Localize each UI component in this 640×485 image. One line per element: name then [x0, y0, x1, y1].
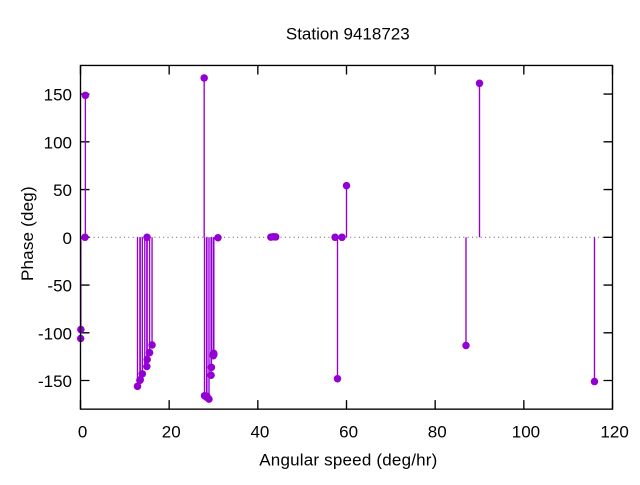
svg-text:Phase (deg): Phase (deg) [18, 186, 37, 281]
svg-text:80: 80 [428, 423, 447, 442]
svg-text:0: 0 [78, 423, 87, 442]
svg-text:120: 120 [600, 423, 628, 442]
svg-text:150: 150 [44, 86, 72, 105]
svg-text:-150: -150 [38, 372, 72, 391]
svg-text:60: 60 [339, 423, 358, 442]
svg-text:Station 9418723: Station 9418723 [286, 25, 410, 44]
svg-text:Angular speed (deg/hr): Angular speed (deg/hr) [259, 450, 437, 469]
svg-text:100: 100 [44, 133, 72, 152]
svg-text:40: 40 [250, 423, 269, 442]
svg-text:20: 20 [162, 423, 181, 442]
svg-text:100: 100 [512, 423, 540, 442]
svg-text:50: 50 [53, 181, 72, 200]
svg-text:-50: -50 [47, 277, 72, 296]
svg-text:-100: -100 [38, 324, 72, 343]
svg-text:0: 0 [63, 229, 72, 248]
